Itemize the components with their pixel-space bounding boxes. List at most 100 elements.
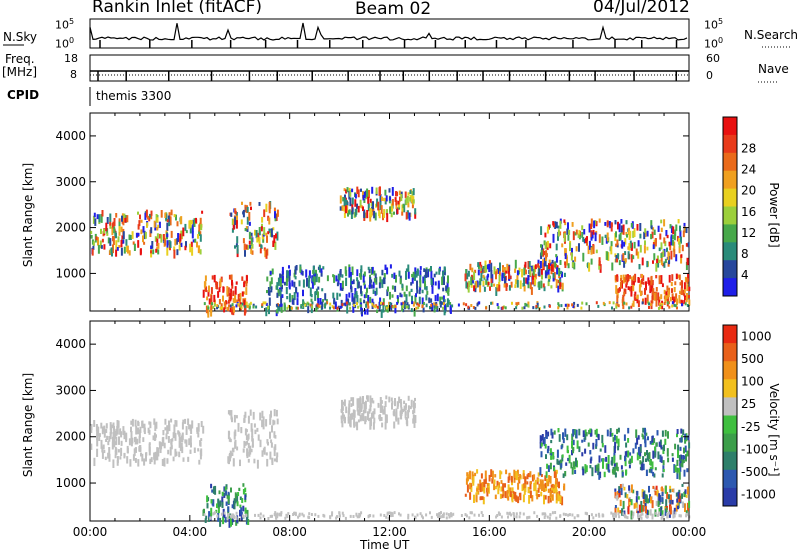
velocity-echo-cell <box>537 478 540 482</box>
velocity-echo-cell <box>657 495 660 501</box>
power-echo-cell <box>419 270 422 277</box>
velocity-echo-cell <box>242 505 245 512</box>
power-echo-cell <box>318 276 321 283</box>
power-echo-cell <box>629 286 632 292</box>
velocity-echo-cell <box>261 410 264 419</box>
velocity-echo-cell <box>266 439 269 444</box>
power-echo-cell <box>196 241 198 248</box>
power-echo-cell <box>268 228 271 233</box>
power-echo-cell <box>593 220 596 229</box>
power-echo-cell <box>410 308 413 313</box>
velocity-echo-cell <box>257 434 260 441</box>
power-echo-cell <box>236 236 239 244</box>
power-echo-cell <box>349 190 352 197</box>
velocity-echo-cell <box>416 513 419 517</box>
power-echo-cell <box>479 261 482 266</box>
velocity-echo-cell <box>181 434 184 443</box>
velocity-echo-cell <box>273 409 276 417</box>
power-echo-cell <box>466 282 469 289</box>
power-echo-cell <box>360 265 363 273</box>
power-echo-cell <box>445 285 448 291</box>
power-echo-cell <box>385 209 388 214</box>
power-echo-cell <box>216 304 219 308</box>
velocity-echo-cell <box>187 456 190 462</box>
velocity-echo-cell <box>93 420 96 427</box>
velocity-echo-cell <box>153 459 156 465</box>
velocity-echo-cell <box>111 436 114 443</box>
power-echo-cell <box>660 294 663 300</box>
power-echo-cell <box>357 281 360 289</box>
velocity-echo-cell <box>628 501 631 505</box>
velocity-echo-cell <box>413 407 416 414</box>
velocity-echo-cell <box>476 488 479 492</box>
power-echo-cell <box>336 292 339 300</box>
velocity-echo-cell <box>265 419 268 427</box>
power-echo-cell <box>557 280 560 284</box>
power-echo-cell <box>208 285 210 293</box>
power-echo-cell <box>588 240 591 250</box>
velocity-echo-cell <box>148 446 151 456</box>
velocity-echo-cell <box>414 415 417 424</box>
velocity-colorbar-swatch <box>723 433 737 453</box>
velocity-echo-cell <box>182 419 185 424</box>
power-echo-cell <box>540 249 543 256</box>
power-echo-cell <box>581 225 584 231</box>
velocity-echo-cell <box>680 454 682 464</box>
power-echo-cell <box>337 278 340 285</box>
power-echo-cell <box>409 194 412 199</box>
power-echo-cell <box>686 243 689 247</box>
power-echo-cell <box>421 297 424 307</box>
power-echo-cell <box>630 276 633 281</box>
power-echo-cell <box>639 233 642 239</box>
power-echo-cell <box>356 269 359 277</box>
velocity-echo-cell <box>233 414 236 423</box>
power-echo-cell <box>201 210 204 214</box>
velocity-echo-cell <box>549 513 552 517</box>
x-tick-label: 00:00 <box>73 525 108 539</box>
velocity-echo-cell <box>358 405 361 413</box>
velocity-echo-cell <box>526 481 529 485</box>
power-echo-cell <box>341 280 344 290</box>
power-echo-cell <box>417 306 420 310</box>
velocity-echo-cell <box>616 428 619 435</box>
velocity-echo-cell <box>498 482 500 488</box>
velocity-echo-cell <box>584 511 587 515</box>
velocity-echo-cell <box>566 434 569 441</box>
velocity-echo-cell <box>653 487 656 493</box>
power-colorbar-frame <box>722 116 738 297</box>
velocity-echo-cell <box>499 493 502 499</box>
velocity-echo-cell <box>259 516 262 520</box>
power-echo-cell <box>681 280 683 289</box>
power-echo-cell <box>542 262 545 269</box>
power-echo-cell <box>419 274 422 283</box>
velocity-echo-cell <box>307 515 310 519</box>
velocity-echo-cell <box>269 514 272 518</box>
power-echo-cell <box>236 215 238 224</box>
power-echo-cell <box>180 216 183 225</box>
velocity-echo-cell <box>618 515 621 519</box>
velocity-echo-cell <box>611 456 614 466</box>
velocity-echo-cell <box>522 483 525 491</box>
velocity-echo-cell <box>349 421 352 427</box>
velocity-echo-cell <box>341 421 344 428</box>
power-echo-cell <box>624 238 627 245</box>
velocity-echo-cell <box>550 451 553 456</box>
power-echo-cell <box>366 188 369 198</box>
power-echo-cell <box>266 290 268 294</box>
power-echo-cell <box>516 275 519 284</box>
power-echo-cell <box>288 293 291 303</box>
power-echo-cell <box>553 272 556 281</box>
power-echo-cell <box>96 214 99 220</box>
power-echo-cell <box>601 236 604 245</box>
power-echo-cell <box>667 290 670 298</box>
velocity-echo-cell <box>487 485 490 490</box>
velocity-echo-cell <box>571 449 573 456</box>
power-echo-cell <box>470 276 473 286</box>
velocity-echo-cell <box>372 422 375 430</box>
velocity-echo-cell <box>101 446 104 453</box>
power-echo-cell <box>443 276 445 286</box>
power-echo-cell <box>521 268 524 278</box>
power-echo-cell <box>686 278 689 284</box>
velocity-echo-cell <box>628 488 631 494</box>
velocity-echo-cell <box>200 448 203 457</box>
